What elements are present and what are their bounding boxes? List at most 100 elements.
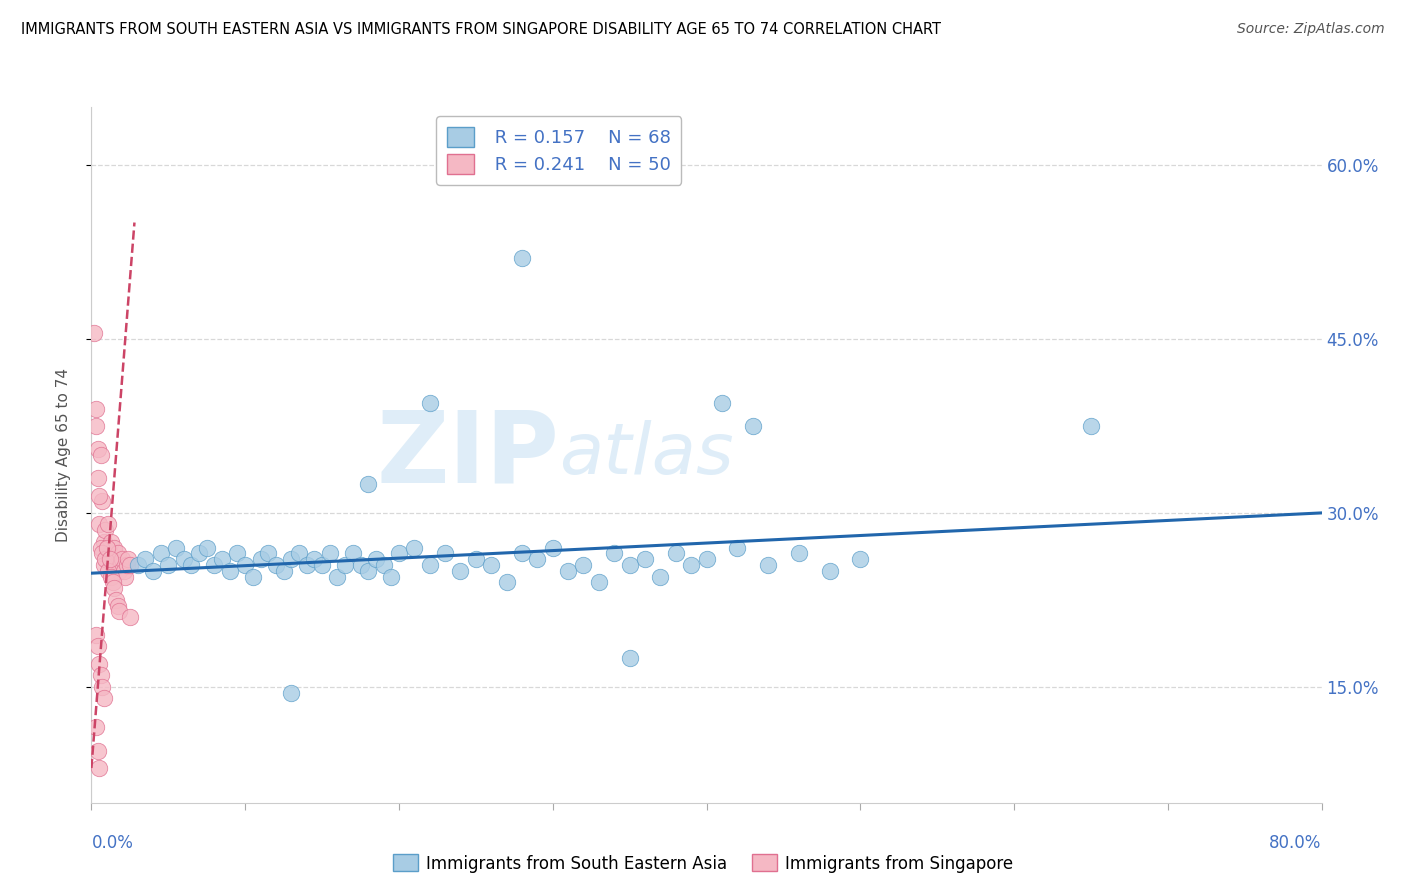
Point: [311, 558, 333, 573]
Point: [103, 541, 125, 555]
Point: [127, 558, 149, 573]
Point: [756, 558, 779, 573]
Point: [93, 691, 115, 706]
Point: [87, 761, 110, 775]
Point: [149, 546, 172, 561]
Point: [319, 546, 342, 561]
Point: [100, 534, 122, 549]
Point: [464, 552, 486, 566]
Point: [97, 564, 120, 578]
Point: [202, 558, 225, 573]
Point: [180, 558, 202, 573]
Point: [357, 476, 380, 491]
Point: [101, 552, 124, 566]
Legend: Immigrants from South Eastern Asia, Immigrants from Singapore: Immigrants from South Eastern Asia, Immi…: [385, 847, 1021, 880]
Point: [557, 564, 579, 578]
Point: [195, 541, 218, 555]
Point: [665, 546, 688, 561]
Point: [117, 552, 139, 566]
Point: [681, 558, 703, 573]
Text: 0.0%: 0.0%: [91, 834, 134, 852]
Point: [295, 558, 318, 573]
Point: [380, 570, 402, 584]
Point: [218, 564, 240, 578]
Point: [264, 558, 287, 573]
Point: [419, 395, 441, 409]
Point: [741, 418, 763, 433]
Point: [101, 575, 124, 590]
Point: [818, 564, 841, 578]
Point: [142, 564, 165, 578]
Point: [107, 546, 129, 561]
Point: [342, 546, 364, 561]
Point: [110, 558, 132, 573]
Point: [449, 564, 471, 578]
Point: [526, 552, 548, 566]
Point: [86, 639, 108, 653]
Point: [105, 558, 127, 573]
Point: [93, 534, 115, 549]
Text: Source: ZipAtlas.com: Source: ZipAtlas.com: [1237, 22, 1385, 37]
Point: [157, 558, 180, 573]
Point: [619, 651, 641, 665]
Point: [94, 552, 117, 566]
Point: [273, 564, 295, 578]
Point: [87, 517, 110, 532]
Point: [115, 558, 138, 573]
Point: [96, 541, 118, 555]
Point: [103, 582, 125, 596]
Point: [118, 558, 141, 573]
Point: [98, 552, 121, 566]
Point: [91, 494, 114, 508]
Point: [94, 523, 117, 537]
Point: [541, 541, 564, 555]
Point: [288, 546, 311, 561]
Point: [100, 570, 122, 584]
Point: [495, 575, 517, 590]
Point: [364, 552, 387, 566]
Point: [326, 570, 349, 584]
Point: [86, 744, 108, 758]
Point: [114, 570, 136, 584]
Point: [90, 541, 112, 555]
Point: [304, 552, 326, 566]
Point: [603, 546, 626, 561]
Point: [572, 558, 595, 573]
Point: [650, 570, 672, 584]
Point: [349, 558, 371, 573]
Point: [242, 570, 264, 584]
Point: [280, 685, 302, 699]
Point: [725, 541, 748, 555]
Point: [710, 395, 733, 409]
Text: IMMIGRANTS FROM SOUTH EASTERN ASIA VS IMMIGRANTS FROM SINGAPORE DISABILITY AGE 6: IMMIGRANTS FROM SOUTH EASTERN ASIA VS IM…: [21, 22, 941, 37]
Point: [86, 442, 108, 456]
Point: [86, 471, 108, 485]
Legend:  R = 0.157    N = 68,  R = 0.241    N = 50: R = 0.157 N = 68, R = 0.241 N = 50: [436, 116, 682, 185]
Point: [108, 605, 131, 619]
Point: [479, 558, 502, 573]
Point: [388, 546, 411, 561]
Point: [112, 564, 135, 578]
Point: [404, 541, 426, 555]
Point: [84, 628, 107, 642]
Text: atlas: atlas: [558, 420, 734, 490]
Point: [280, 552, 302, 566]
Point: [90, 668, 112, 682]
Text: 80.0%: 80.0%: [1270, 834, 1322, 852]
Point: [98, 546, 121, 561]
Point: [588, 575, 610, 590]
Point: [97, 517, 120, 532]
Point: [634, 552, 657, 566]
Point: [134, 552, 156, 566]
Point: [118, 610, 141, 624]
Point: [849, 552, 872, 566]
Point: [510, 251, 533, 265]
Point: [90, 448, 112, 462]
Point: [510, 546, 533, 561]
Point: [233, 558, 256, 573]
Point: [333, 558, 356, 573]
Point: [91, 680, 114, 694]
Point: [108, 564, 131, 578]
Point: [373, 558, 395, 573]
Point: [211, 552, 233, 566]
